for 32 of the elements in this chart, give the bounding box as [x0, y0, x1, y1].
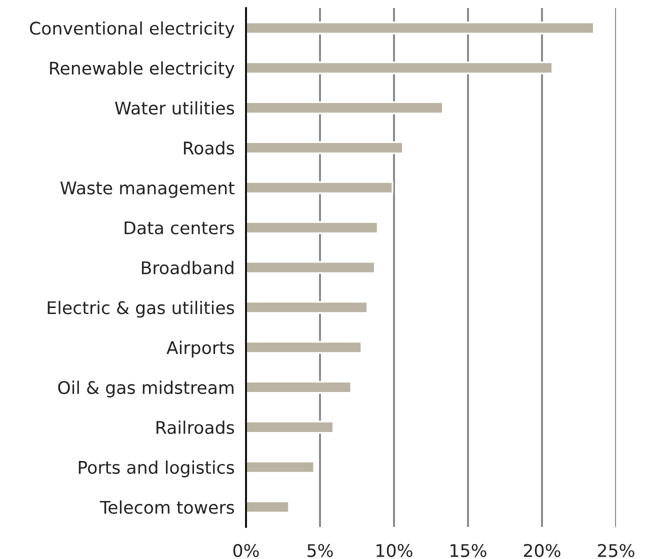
y-tick-label: Oil & gas midstream [58, 380, 234, 398]
x-tick-label: 0% [233, 544, 259, 558]
bar [246, 340, 362, 354]
x-tick-label: 20% [524, 544, 560, 558]
bar [246, 101, 444, 114]
bar [246, 500, 290, 514]
y-tick-label: Broadband [142, 260, 234, 274]
y-tick-label: Data centers [124, 222, 234, 234]
x-tick-label: 25% [598, 544, 634, 558]
bar [246, 141, 404, 154]
x-tick-label: 5% [308, 544, 333, 558]
y-tick-label: Electric & gas utilities [48, 300, 234, 318]
bar [246, 420, 334, 434]
bar [246, 61, 554, 74]
y-tick-label: Waste management [60, 182, 234, 198]
bar [246, 301, 368, 314]
y-tick-label: Railroads [156, 420, 234, 434]
bar [246, 460, 315, 474]
bar [246, 181, 394, 194]
y-tick-label: Ports and logistics [78, 460, 234, 478]
bar [246, 261, 376, 274]
bar [246, 380, 352, 394]
bar [246, 22, 595, 34]
y-tick-label: Telecom towers [100, 500, 234, 514]
y-tick-label: Roads [184, 141, 234, 155]
y-tick-label: Conventional electricity [30, 21, 234, 38]
x-tick-label: 15% [450, 544, 486, 558]
y-tick-label: Water utilities [114, 101, 234, 115]
x-tick-label: 10% [376, 544, 412, 558]
y-tick-label: Airports [166, 340, 234, 358]
y-tick-label: Renewable electricity [50, 61, 234, 78]
bar [246, 221, 379, 234]
